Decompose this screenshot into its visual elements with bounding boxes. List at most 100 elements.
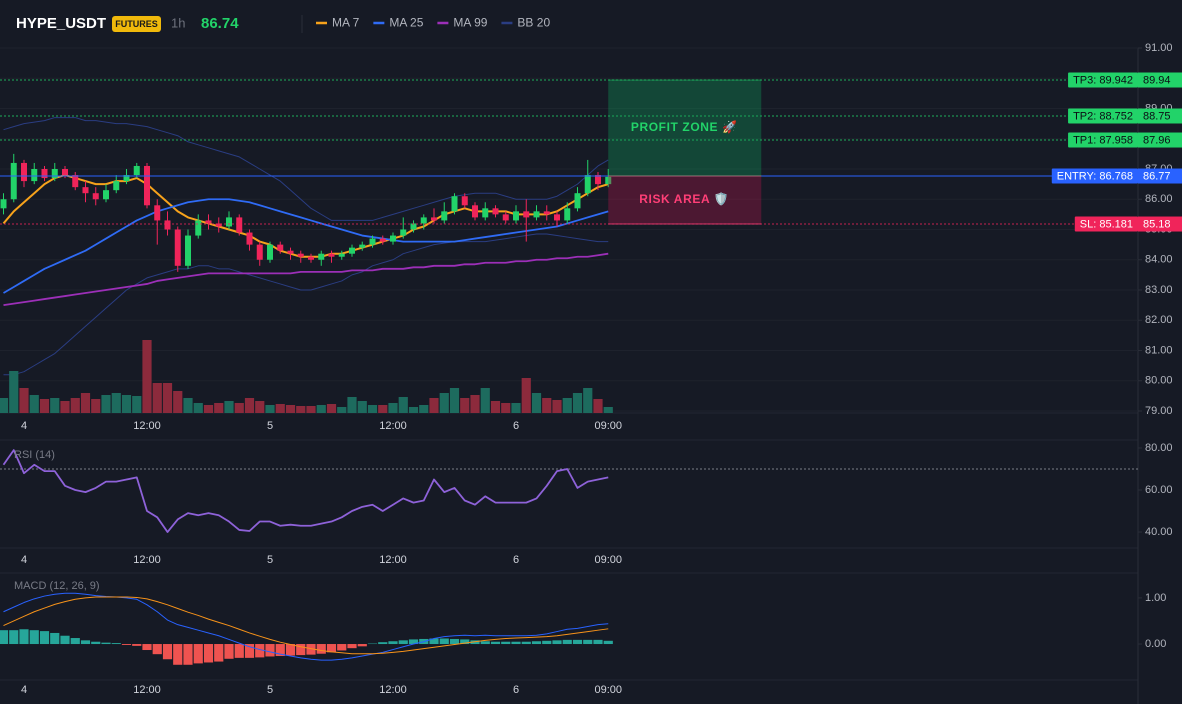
candle-body [431,217,437,221]
legend-label: MA 99 [453,16,487,30]
macd-histogram-bar [244,644,255,658]
macd-histogram-bar [552,640,562,645]
macd-histogram-bar [531,641,542,645]
candle-body [584,175,591,194]
macd-histogram-bar [193,644,203,664]
macd-histogram-bar [101,642,111,645]
y-tick-label: 91.00 [1145,42,1173,54]
macd-histogram-bar [0,630,9,645]
macd-histogram-bar [142,644,152,651]
volume-bar [173,391,183,413]
candle-body [103,190,109,200]
candle-body [236,217,243,233]
volume-bar [552,400,562,413]
macd-histogram-bar [429,638,439,645]
macd-histogram-bar [60,635,70,645]
x-tick-label: 4 [21,420,27,432]
candle-body [420,217,427,224]
candle-body [461,196,468,206]
level-badge [1068,132,1138,148]
volume-bar [531,393,542,413]
candle-body [543,211,550,215]
volume-bar [429,398,439,413]
macd-histogram-bar [285,644,296,656]
badge-bg [112,16,161,32]
y-tick-label: 84.00 [1145,254,1173,266]
candle-body [113,181,120,191]
candle-body [523,211,530,218]
candle-body [0,199,7,209]
volume-bar [152,383,162,413]
volume-bar [121,395,132,413]
macd-histogram-bar [593,639,603,645]
y-tick-label: 82.00 [1145,314,1173,326]
candle-body [338,253,345,257]
candle-body [328,253,335,257]
macd-histogram-bar [480,641,490,645]
level-badge [1051,168,1138,184]
volume-bar [91,399,101,413]
candle-body [605,176,612,185]
volume-bar [593,399,603,413]
level-label: TP1: 87.958 [1073,134,1133,146]
volume-bar [275,404,285,413]
volume-bar [419,405,429,413]
candle-body [205,220,212,224]
macd-histogram-bar [80,640,91,645]
level-label: SL: 85.181 [1080,218,1133,230]
x-tick-label: 12:00 [379,684,407,696]
legend-label: MA 7 [332,16,360,30]
candle-body [472,205,478,218]
macd-histogram-bar [398,640,408,645]
x-tick-label: 12:00 [133,554,161,566]
macd-histogram-bar [449,638,460,645]
candle-body [410,223,417,230]
candle-body [451,196,458,212]
candle-body [185,235,191,266]
macd-histogram-bar [347,644,357,649]
macd-histogram-bar [214,644,224,662]
macd-histogram-bar [542,640,552,645]
volume-bar [511,403,521,413]
volume-bar [542,398,552,413]
volume-bar [326,404,337,413]
macd-histogram-bar [39,631,50,645]
candle-body [379,238,386,242]
volume-bar [501,403,511,413]
volume-bar [398,397,408,413]
price-badge-label: 89.94 [1143,74,1171,86]
volume-bar [572,393,583,413]
interval: 1h [171,15,185,30]
macd-histogram-bar [70,638,80,645]
macd-histogram-bar [388,641,398,645]
x-tick-label: 09:00 [594,684,622,696]
macd-histogram-bar [19,629,29,645]
candle-body [318,253,325,260]
candle-body [502,214,509,221]
line [3,233,609,376]
macd-histogram-bar [265,644,275,657]
candle-body [226,217,232,227]
candle-body [21,162,27,182]
line [3,117,609,221]
macd-histogram-bar [572,639,583,645]
line [3,252,609,307]
macd-histogram-bar [501,641,511,645]
line [3,596,609,655]
candle-body [215,223,222,227]
volume-bar [19,388,29,413]
candle-body [246,232,253,245]
volume-bar [193,403,203,413]
macd-histogram-bar [583,639,593,645]
volume-bar [162,383,173,413]
y-tick-label: 81.00 [1145,344,1173,356]
volume-bar [296,406,306,413]
macd-histogram-bar [152,644,162,655]
candle-body [174,229,181,266]
macd-histogram-bar [132,644,142,646]
volume-bar [50,398,60,413]
candle-body [164,220,171,230]
macd-histogram-bar [316,644,326,654]
macd-histogram-bar [234,644,244,658]
volume-bar [285,405,296,413]
